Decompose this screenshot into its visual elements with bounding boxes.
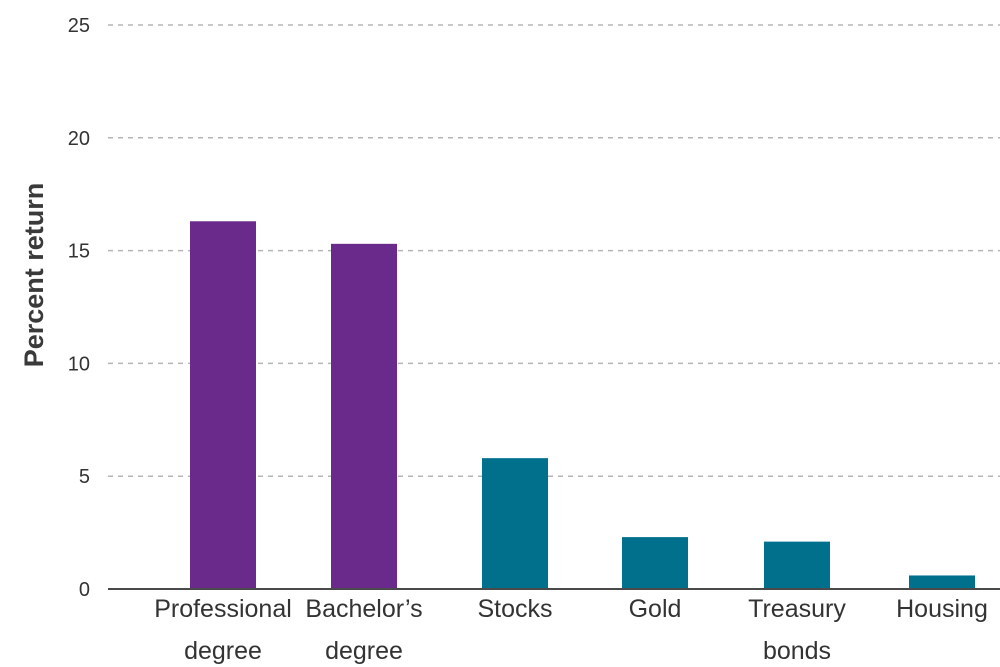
x-category-label: Stocks bbox=[477, 595, 552, 623]
y-tick-label: 0 bbox=[79, 579, 90, 601]
y-tick-label: 15 bbox=[68, 241, 90, 263]
bar bbox=[764, 542, 830, 589]
x-category-label: degree bbox=[184, 637, 262, 665]
y-axis-title: Percent return bbox=[19, 183, 49, 368]
x-category-label: bonds bbox=[763, 637, 831, 665]
bar bbox=[190, 221, 256, 589]
bar bbox=[909, 575, 975, 589]
bars bbox=[190, 221, 975, 589]
bar bbox=[331, 244, 397, 589]
y-tick-label: 20 bbox=[68, 128, 90, 150]
x-category-label: Treasury bbox=[748, 595, 846, 623]
x-category-label: Housing bbox=[896, 595, 988, 623]
x-category-label: Bachelor’s bbox=[305, 595, 422, 623]
x-category-label: Professional bbox=[154, 595, 292, 623]
y-tick-label: 25 bbox=[68, 15, 90, 37]
bar bbox=[622, 537, 688, 589]
y-tick-label: 10 bbox=[68, 353, 90, 375]
y-tick-label: 5 bbox=[79, 466, 90, 488]
x-category-label: degree bbox=[325, 637, 403, 665]
y-axis-ticks: 0 5 10 15 20 25 bbox=[68, 15, 90, 601]
x-axis-labels: Professional degree Bachelor’s degree Stocks… bbox=[154, 595, 988, 665]
bar bbox=[482, 458, 548, 589]
x-category-label: Gold bbox=[629, 595, 682, 623]
